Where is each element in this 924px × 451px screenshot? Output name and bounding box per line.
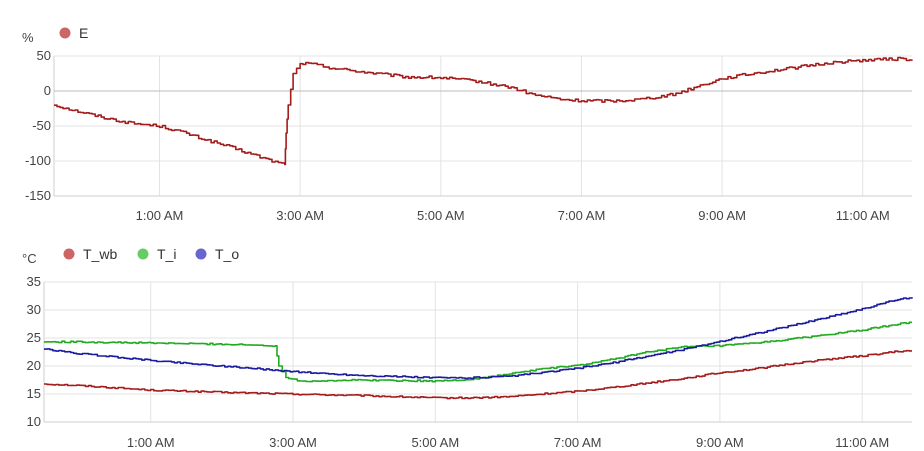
bot-xtick-label: 3:00 AM <box>269 435 317 450</box>
top-xtick-label: 9:00 AM <box>698 208 746 223</box>
twb-legend-marker <box>63 248 75 260</box>
bot-ytick-label: 10 <box>27 414 41 429</box>
bot-xtick-label: 11:00 AM <box>835 435 889 450</box>
top-xtick-label: 1:00 AM <box>136 208 184 223</box>
e-unit-label: % <box>22 30 34 45</box>
to-legend[interactable]: T_o <box>195 246 240 262</box>
to-legend-marker <box>195 248 207 260</box>
e-chart: % E 50 0 -50 -100 -150 1:00 AM 3:00 AM 5:00 AM… <box>22 25 913 223</box>
top-xtick-label: 3:00 AM <box>276 208 324 223</box>
bot-ytick-label: 25 <box>27 330 41 345</box>
bot-xtick-label: 5:00 AM <box>411 435 459 450</box>
top-ytick-label: -150 <box>25 188 51 203</box>
bot-ytick-label: 15 <box>27 386 41 401</box>
ti-legend-label: T_i <box>157 246 176 262</box>
to-legend-label: T_o <box>215 246 239 262</box>
series-line-t-wb[interactable] <box>44 349 912 400</box>
e-legend-marker <box>59 27 71 39</box>
series-line-t-i[interactable] <box>44 321 912 383</box>
bot-xtick-label: 9:00 AM <box>696 435 744 450</box>
bot-ytick-label: 20 <box>27 358 41 373</box>
top-xtick-label: 7:00 AM <box>558 208 606 223</box>
series-line-e[interactable] <box>54 56 913 166</box>
temperature-unit-label: °C <box>22 251 37 266</box>
bot-ytick-label: 35 <box>27 274 41 289</box>
bot-xtick-label: 1:00 AM <box>127 435 175 450</box>
top-ytick-label: 50 <box>37 48 51 63</box>
top-ytick-label: 0 <box>44 83 51 98</box>
twb-legend[interactable]: T_wb <box>63 246 118 262</box>
e-legend-label: E <box>79 25 88 41</box>
bot-xtick-label: 7:00 AM <box>554 435 602 450</box>
top-ytick-label: -100 <box>25 153 51 168</box>
ti-legend[interactable]: T_i <box>137 246 177 262</box>
ti-legend-marker <box>137 248 149 260</box>
top-xtick-label: 5:00 AM <box>417 208 465 223</box>
twb-legend-label: T_wb <box>83 246 117 262</box>
top-ytick-label: -50 <box>32 118 51 133</box>
bot-ytick-label: 30 <box>27 302 41 317</box>
e-legend[interactable]: E <box>59 25 89 41</box>
top-xtick-label: 11:00 AM <box>836 208 890 223</box>
series-line-t-o[interactable] <box>44 297 913 380</box>
temperature-chart: °C T_wb T_i T_o 35 30 25 20 15 10 1:00 AM 3:00… <box>22 246 913 450</box>
